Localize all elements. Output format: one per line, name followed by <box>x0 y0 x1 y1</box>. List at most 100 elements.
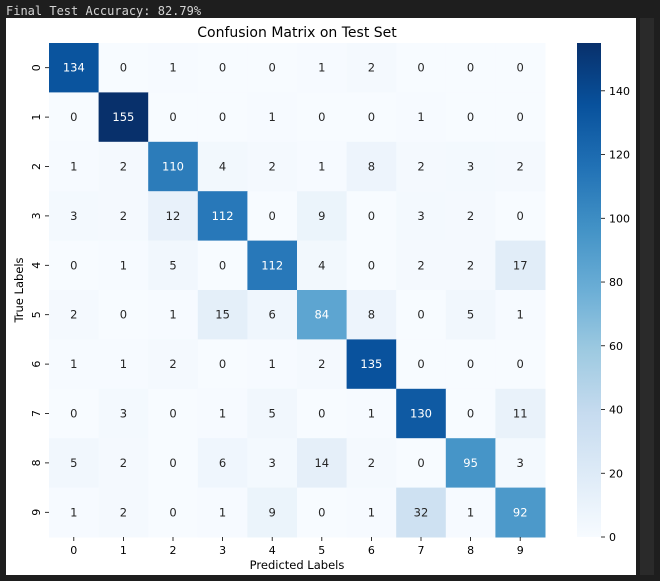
heatmap-cell <box>49 141 100 192</box>
heatmap-cell <box>396 290 447 340</box>
heatmap-cell <box>445 487 496 538</box>
colorbar-tick-label: 60 <box>609 340 623 353</box>
cell-value-label: 4 <box>219 160 226 174</box>
heatmap-cell <box>396 43 447 93</box>
cell-value-label: 0 <box>70 110 77 124</box>
heatmap-cell <box>197 191 248 242</box>
heatmap-cell <box>396 92 447 143</box>
heatmap-cell <box>247 92 298 143</box>
heatmap-cell <box>148 487 199 538</box>
heatmap-cell <box>148 438 199 489</box>
heatmap-cell <box>247 290 298 340</box>
cell-value-label: 0 <box>417 357 424 371</box>
cell-value-label: 0 <box>219 357 226 371</box>
colorbar-tick-label: 140 <box>609 85 630 98</box>
heatmap-cell <box>247 487 298 538</box>
heatmap-cell <box>495 438 546 489</box>
cell-value-label: 92 <box>513 505 528 519</box>
cell-value-label: 1 <box>219 505 226 519</box>
heatmap-cell <box>346 43 397 93</box>
heatmap-cell <box>49 339 100 390</box>
heatmap-cell <box>197 141 248 192</box>
cell-value-label: 3 <box>70 209 77 223</box>
y-axis-label: True Labels <box>12 257 26 323</box>
cell-value-label: 15 <box>215 308 230 322</box>
cell-value-label: 3 <box>517 456 524 470</box>
cell-value-label: 3 <box>417 209 424 223</box>
cell-value-label: 0 <box>517 61 524 75</box>
cell-value-label: 9 <box>269 505 276 519</box>
cell-value-label: 14 <box>314 456 329 470</box>
heatmap-cell <box>346 191 397 242</box>
cell-value-label: 2 <box>120 160 127 174</box>
heatmap-cell <box>445 290 496 340</box>
cell-value-label: 0 <box>517 110 524 124</box>
heatmap-cell <box>98 240 149 291</box>
y-tick-label: 1 <box>30 114 43 121</box>
x-tick-label: 8 <box>467 544 474 557</box>
heatmap-cell <box>346 388 397 439</box>
heatmap-cell <box>98 339 149 390</box>
heatmap-cell <box>148 240 199 291</box>
cell-value-label: 2 <box>269 160 276 174</box>
cell-value-label: 1 <box>417 110 424 124</box>
cell-value-label: 0 <box>467 110 474 124</box>
heatmap-cell <box>148 141 199 192</box>
heatmap-cell <box>197 92 248 143</box>
heatmap-cell <box>396 388 447 439</box>
heatmap-cell <box>297 43 348 93</box>
y-axis-ticks: 0 1 2 3 4 5 6 7 8 9 <box>30 64 49 516</box>
cell-value-label: 0 <box>120 61 127 75</box>
x-tick-label: 2 <box>170 544 177 557</box>
y-tick-label: 3 <box>30 212 43 219</box>
heatmap-cell <box>148 339 199 390</box>
cell-value-label: 2 <box>70 308 77 322</box>
heatmap-cell <box>297 290 348 340</box>
cell-value-label: 0 <box>169 505 176 519</box>
heatmap-cell <box>148 92 199 143</box>
cell-value-label: 2 <box>467 209 474 223</box>
cell-value-label: 5 <box>169 258 176 272</box>
y-tick-label: 2 <box>30 163 43 170</box>
cell-value-label: 0 <box>70 407 77 421</box>
cell-value-label: 8 <box>368 308 375 322</box>
heatmap-cell <box>247 141 298 192</box>
heatmap-cell <box>445 240 496 291</box>
cell-value-label: 0 <box>318 505 325 519</box>
heatmap-cell <box>495 290 546 340</box>
cell-value-label: 0 <box>368 110 375 124</box>
heatmap-cell <box>445 92 496 143</box>
y-tick-label: 4 <box>30 262 43 269</box>
cell-value-label: 2 <box>467 258 474 272</box>
cell-value-label: 5 <box>467 308 474 322</box>
heatmap-cell <box>148 290 199 340</box>
heatmap-cell <box>247 43 298 93</box>
y-tick-label: 6 <box>30 361 43 368</box>
heatmap-cell <box>197 43 248 93</box>
heatmap-cell <box>247 240 298 291</box>
heatmap-cell <box>495 43 546 93</box>
heatmap-cell <box>98 388 149 439</box>
cell-value-label: 1 <box>219 407 226 421</box>
cell-value-label: 0 <box>169 456 176 470</box>
cell-value-label: 84 <box>314 308 329 322</box>
heatmap-cell <box>346 290 397 340</box>
x-axis-ticks: 0 1 2 3 4 5 6 7 8 9 <box>70 537 524 557</box>
cell-value-label: 0 <box>417 61 424 75</box>
x-tick-label: 5 <box>318 544 325 557</box>
heatmap-cell <box>49 290 100 340</box>
cell-value-label: 0 <box>219 61 226 75</box>
y-tick-label: 9 <box>30 509 43 516</box>
cell-value-label: 2 <box>417 258 424 272</box>
heatmap-cell <box>445 339 496 390</box>
cell-value-label: 11 <box>513 407 528 421</box>
heatmap-cell <box>495 487 546 538</box>
scrollbar-track[interactable] <box>640 18 654 575</box>
heatmap-cell <box>346 240 397 291</box>
cell-value-label: 2 <box>417 160 424 174</box>
cell-value-label: 155 <box>112 110 134 124</box>
heatmap-cell <box>346 438 397 489</box>
cell-value-label: 95 <box>463 456 478 470</box>
heatmap-cell <box>98 438 149 489</box>
heatmap-cell <box>49 388 100 439</box>
